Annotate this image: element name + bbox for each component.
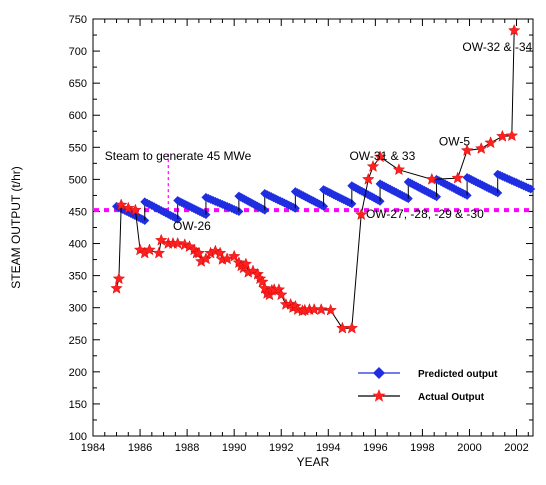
actual-output-line: [116, 30, 515, 329]
annotation-label: OW-26: [173, 219, 211, 233]
actual-point: [507, 23, 521, 36]
y-tick-label: 600: [69, 110, 87, 122]
y-tick-label: 450: [69, 206, 87, 218]
actual-point: [484, 136, 497, 149]
legend-label: Predicted output: [418, 369, 498, 380]
annotation-label: OW-5: [439, 134, 470, 148]
actual-point: [362, 172, 375, 185]
actual-point: [143, 243, 156, 256]
actual-output-series: [110, 23, 521, 334]
actual-point: [496, 129, 509, 142]
x-tick-label: 1992: [269, 442, 293, 454]
legend-label: Actual Output: [418, 392, 485, 403]
actual-point: [314, 303, 328, 315]
x-tick-label: 2000: [457, 442, 481, 454]
actual-point: [324, 303, 337, 316]
actual-point: [425, 172, 439, 185]
actual-point: [460, 143, 474, 156]
ticks: 100 150 200 250 300 350 400 450 500 550 600 650 700 7…: [69, 14, 533, 454]
y-tick-label: 100: [69, 431, 87, 443]
actual-point: [272, 283, 286, 296]
y-tick-label: 350: [69, 271, 87, 283]
actual-point: [274, 288, 288, 301]
actual-point: [227, 249, 241, 262]
actual-point: [239, 257, 253, 270]
legend-star-icon: [372, 389, 386, 402]
actual-point: [213, 246, 227, 259]
y-tick-label: 150: [69, 399, 87, 411]
actual-point: [152, 246, 166, 259]
y-tick-label: 550: [69, 142, 87, 154]
actual-point: [373, 150, 387, 163]
legend-diamond-icon: [373, 367, 385, 379]
actual-point: [345, 321, 359, 334]
y-tick-label: 650: [69, 78, 87, 90]
annotation-label: OW-31 & 33: [349, 149, 415, 163]
actual-point: [258, 281, 272, 294]
y-tick-label: 200: [69, 367, 87, 379]
y-tick-label: 700: [69, 46, 87, 58]
actual-point: [192, 246, 206, 259]
y-tick-label: 750: [69, 14, 87, 26]
x-tick-label: 1996: [363, 442, 387, 454]
y-tick-label: 300: [69, 303, 87, 315]
annotation-label: Steam to generate 45 MWe: [105, 149, 252, 163]
actual-point: [256, 275, 269, 288]
predicted-point: [526, 184, 536, 194]
annotations: Steam to generate 45 MWe OW-26 OW-31 & 33 O…: [105, 40, 533, 233]
actual-point: [129, 203, 142, 216]
actual-point: [505, 129, 519, 142]
x-tick-label: 1986: [128, 442, 152, 454]
y-tick-label: 500: [69, 174, 87, 186]
actual-point: [392, 163, 406, 176]
actual-point: [112, 272, 126, 285]
x-axis-title: YEAR: [297, 455, 330, 469]
x-tick-label: 1984: [81, 442, 105, 454]
x-tick-label: 1998: [410, 442, 434, 454]
legend: Predicted output Actual Output: [358, 367, 498, 403]
annotation-label: OW-27, -28, -29 & -30: [366, 207, 484, 221]
actual-point: [354, 208, 368, 220]
actual-point: [110, 281, 123, 294]
actual-point: [336, 321, 349, 334]
predicted-output-series: [112, 169, 536, 225]
actual-point: [474, 142, 488, 154]
y-tick-label: 400: [69, 239, 87, 251]
x-tick-label: 2002: [504, 442, 528, 454]
x-tick-label: 1990: [222, 442, 246, 454]
y-axis-title: STEAM OUTPUT (t/hr): [9, 166, 23, 288]
actual-point: [122, 201, 135, 214]
actual-point: [366, 160, 380, 172]
x-tick-label: 1988: [175, 442, 199, 454]
actual-point: [451, 171, 464, 184]
annotation-label: OW-32 & -34: [462, 40, 532, 54]
actual-point: [199, 252, 213, 265]
x-tick-label: 1994: [316, 442, 340, 454]
y-tick-label: 250: [69, 335, 87, 347]
actual-point: [171, 236, 184, 249]
